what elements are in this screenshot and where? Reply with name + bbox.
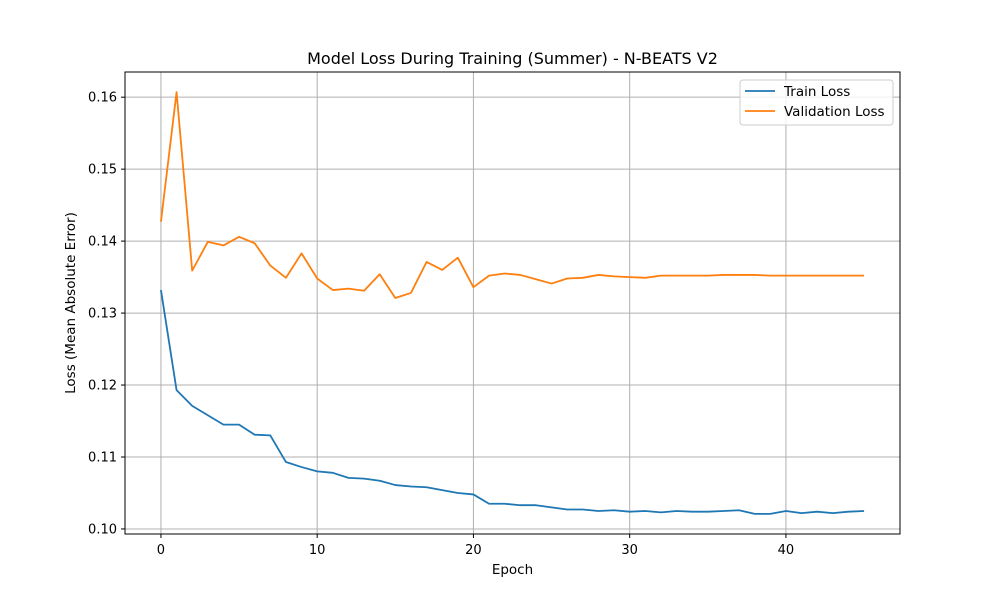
y-tick-label: 0.13 <box>88 307 117 322</box>
x-tick-label: 0 <box>157 543 165 558</box>
chart-title: Model Loss During Training (Summer) - N-… <box>307 49 718 68</box>
series-line-train-loss <box>160 289 865 515</box>
y-tick-label: 0.14 <box>88 235 117 250</box>
series-layer <box>160 91 865 515</box>
y-axis-label: Loss (Mean Absolute Error) <box>63 212 79 394</box>
x-tick-label: 30 <box>621 543 638 558</box>
legend-box <box>739 79 894 126</box>
x-axis-label: Epoch <box>492 562 533 578</box>
y-tick-label: 0.15 <box>88 163 117 178</box>
axes-frame <box>124 71 901 535</box>
x-tick-label: 20 <box>465 543 482 558</box>
legend: Train Loss Validation Loss <box>739 79 894 126</box>
legend-label-validation-loss: Validation Loss <box>784 104 885 120</box>
tick-layer: 0 10 20 30 40 0.10 0.11 0.12 0.13 0.14 0.15 0.16 <box>88 91 794 558</box>
y-tick-label: 0.11 <box>88 451 117 466</box>
y-tick-label: 0.16 <box>88 91 117 106</box>
y-tick-label: 0.12 <box>88 379 117 394</box>
grid-layer <box>125 72 900 534</box>
x-tick-label: 40 <box>778 543 795 558</box>
x-tick-label: 10 <box>309 543 326 558</box>
y-tick-label: 0.10 <box>88 522 117 537</box>
legend-label-train-loss: Train Loss <box>783 84 850 100</box>
series-line-validation-loss <box>160 91 865 299</box>
